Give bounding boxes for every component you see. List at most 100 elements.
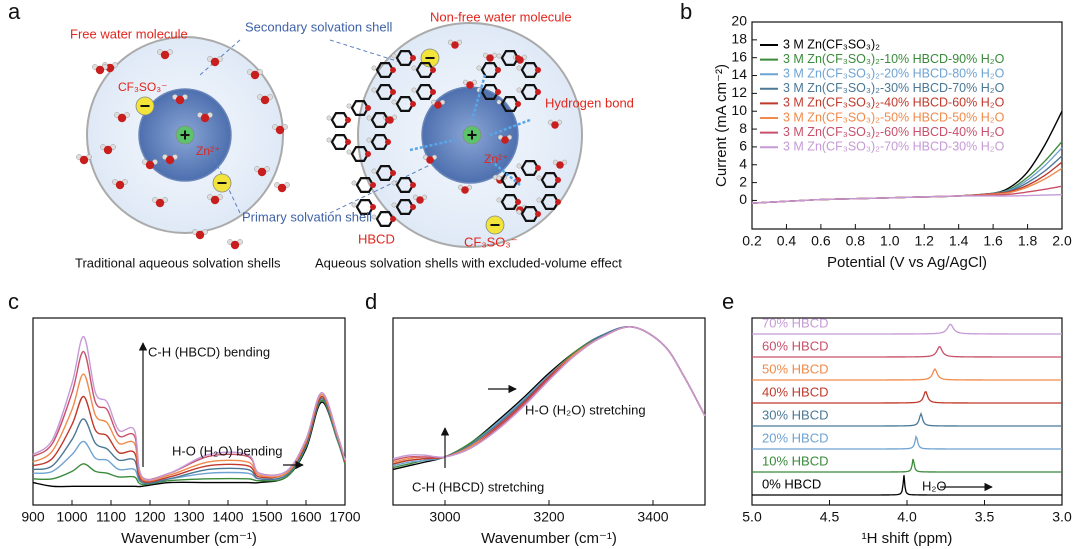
diagram-caption: Traditional aqueous solvation shells: [75, 255, 281, 270]
x-tick-label: 3400: [637, 509, 668, 525]
oxygen-atom: [390, 67, 396, 73]
hydrogen-atom: [516, 209, 522, 215]
hbcd-ring: [520, 84, 540, 100]
y-tick-label: 10: [731, 102, 747, 118]
oxygen-atom: [277, 183, 287, 193]
x-tick-label: 900: [21, 509, 45, 525]
oxygen-atom: [535, 211, 541, 217]
oxygen-atom: [556, 161, 564, 169]
hydrogen-bond: [409, 138, 456, 152]
hbcd-ring: [395, 177, 415, 193]
diagram-label: CF₃SO₃⁻: [118, 80, 167, 94]
legend-label: 3 M Zn(CF₃SO₃)₂: [783, 37, 880, 51]
oxygen-atom: [515, 177, 521, 183]
x-tick-label: 1500: [251, 509, 282, 525]
hydrogen-atom: [516, 87, 522, 93]
trace-label: 60% HBCD: [762, 338, 828, 353]
x-axis-label: Wavenumber (cm⁻¹): [481, 530, 617, 547]
hydrogen-bond: [470, 74, 487, 121]
nmr-trace: [752, 323, 1062, 335]
data-line: [751, 193, 1063, 204]
x-tick-label: 3.0: [1052, 509, 1072, 525]
x-tick-label: 4.5: [820, 509, 840, 525]
oxygen-atom: [195, 230, 205, 240]
hbcd-ring: [415, 84, 435, 100]
y-tick-label: 0: [739, 191, 747, 207]
annotation: H-O (H₂O) bending: [172, 443, 283, 458]
hydrogen-atom: [536, 175, 542, 181]
oxygen-atom: [95, 65, 105, 75]
hydrogen-atom: [536, 197, 542, 203]
oxygen-atom: [535, 67, 541, 73]
plot-frame: [751, 21, 1063, 230]
y-axis-label: Current (mA cm⁻²): [713, 64, 730, 187]
leader-line: [329, 164, 431, 214]
x-tick-label: 0.8: [846, 233, 866, 249]
hydrogen-atom: [371, 214, 377, 220]
oxygen-atom: [486, 54, 494, 62]
oxygen-atom: [370, 204, 376, 210]
oxygen-atom: [515, 101, 521, 107]
oxygen-atom: [495, 67, 501, 73]
hbcd-ring: [375, 62, 395, 78]
y-tick-label: 16: [731, 48, 747, 64]
hbcd-ring: [330, 134, 350, 150]
diagram-label: Non-free water molecule: [430, 9, 572, 24]
oxygen-atom: [515, 55, 521, 61]
hbcd-ring: [370, 134, 390, 150]
oxygen-atom: [275, 125, 285, 135]
hbcd-ring: [520, 160, 540, 176]
leader-line: [329, 39, 401, 63]
legend-label: 3 M Zn(CF₃SO₃)₂-40% HBCD-60% H₂O: [783, 96, 1005, 110]
x-tick-label: 1.8: [1018, 233, 1038, 249]
x-tick-label: 5.0: [742, 509, 762, 525]
hbcd-ring: [520, 62, 540, 78]
oxygen-atom: [515, 199, 521, 205]
oxygen-atom: [79, 155, 89, 165]
oxygen-atom: [434, 101, 442, 109]
diagram-label: Hydrogen bond: [545, 95, 634, 110]
oxygen-atom: [257, 167, 267, 177]
hbcd-ring: [395, 199, 415, 215]
oxygen-atom: [250, 70, 260, 80]
oxygen-atom: [117, 113, 127, 123]
data-line: [32, 395, 346, 483]
hydrogen-atom: [391, 99, 397, 105]
x-tick-label: 1.0: [880, 233, 900, 249]
panel-label: c: [8, 289, 19, 314]
hydrogen-atom: [496, 53, 502, 59]
hbcd-ring: [540, 194, 560, 210]
oxygen-atom: [551, 121, 559, 129]
oxygen-atom: [230, 240, 240, 250]
x-tick-label: 1400: [212, 509, 243, 525]
legend-label: 3 M Zn(CF₃SO₃)₂-10% HBCD-90% H₂O: [783, 52, 1005, 66]
oxygen-atom: [426, 156, 434, 164]
annotation: C-H (HBCD) bending: [148, 344, 270, 359]
y-tick-label: 4: [739, 155, 747, 171]
oxygen-atom: [390, 89, 396, 95]
hydrogen-atom: [366, 137, 372, 143]
panel-label: b: [680, 0, 692, 24]
diagram-label: Zn²⁺: [196, 144, 220, 158]
chart: 5.0 4.5 4.0 3.5 3.0 ¹H shift (ppm) 0% HBCD 10% …: [742, 315, 1072, 547]
annotation: C-H (HBCD) stretching: [412, 479, 544, 494]
hydrogen-atom: [326, 115, 332, 121]
oxygen-atom: [466, 81, 474, 89]
hydrogen-atom: [371, 87, 377, 93]
x-tick-label: 2.0: [1052, 233, 1072, 249]
panel-label: a: [8, 0, 21, 24]
hbcd-ring: [480, 62, 500, 78]
hbcd-ring: [355, 177, 375, 193]
oxygen-atom: [160, 50, 170, 60]
oxygen-atom: [145, 160, 155, 170]
oxygen-atom: [430, 89, 436, 95]
nmr-trace: [752, 390, 1062, 404]
oxygen-atom: [495, 89, 501, 95]
hbcd-ring: [375, 211, 395, 227]
hydrogen-atom: [351, 202, 357, 208]
hydrogen-atom: [411, 65, 417, 71]
oxygen-atom: [390, 170, 396, 176]
oxygen-atom: [451, 41, 459, 49]
oxygen-atom: [155, 198, 165, 208]
